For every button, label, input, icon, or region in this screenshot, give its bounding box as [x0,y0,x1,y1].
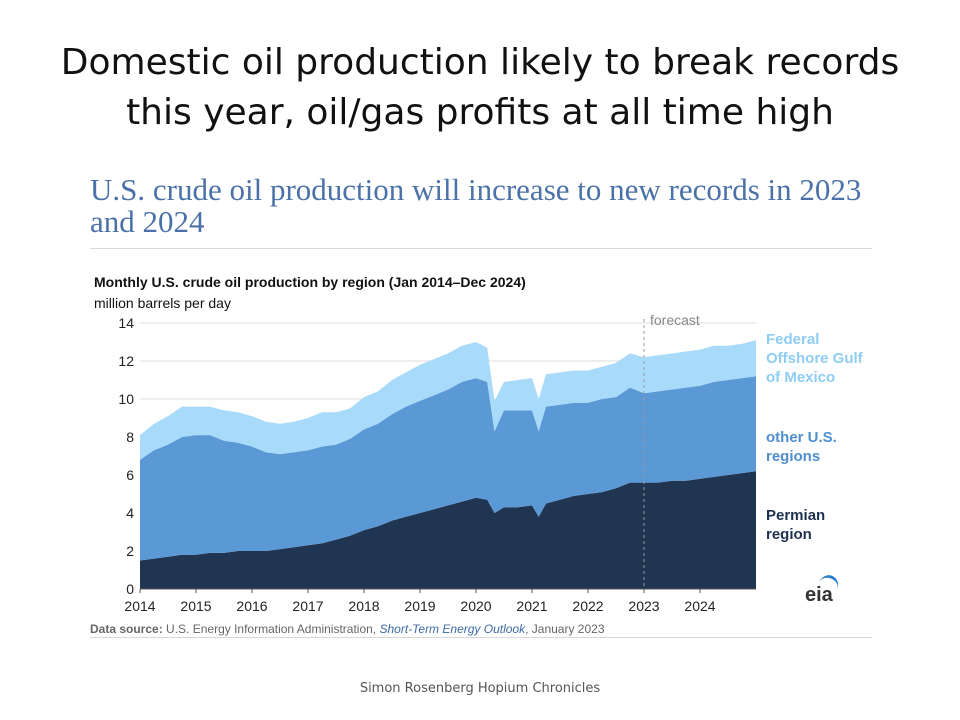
x-tick-label: 2022 [572,598,603,614]
source-report: Short-Term Energy Outlook [379,622,526,636]
y-tick-label: 4 [126,505,134,521]
x-tick-label: 2016 [236,598,267,614]
y-tick-label: 14 [118,315,134,331]
x-tick-label: 2015 [180,598,211,614]
forecast-label: forecast [650,312,700,328]
x-tick-label: 2024 [684,598,715,614]
chart-title: Monthly U.S. crude oil production by reg… [94,274,526,290]
data-source: Data source: U.S. Energy Information Adm… [90,622,605,636]
legend-other: other U.S. regions [766,429,837,465]
x-tick-label: 2023 [628,598,659,614]
divider-top [90,248,872,249]
source-date: , January 2023 [525,622,605,636]
source-agency: U.S. Energy Information Administration, [166,622,377,636]
legend-permian: Permian region [766,507,826,543]
legend-gulf: Federal Offshore Gulf of Mexico [766,331,863,386]
area-other-regions [140,376,756,561]
x-tick-label: 2014 [124,598,155,614]
eia-logo: eia [805,584,833,606]
area-gulf-of-mexico [140,340,756,460]
source-label: Data source: [90,622,163,636]
y-tick-label: 8 [126,429,134,445]
chart-plot: 0 2 4 6 8 10 12 14 2014 2015 2016 2017 2018 2019 2020 2… [118,312,756,614]
x-tick-label: 2020 [460,598,491,614]
y-tick-label: 12 [118,353,134,369]
x-tick-label: 2019 [404,598,435,614]
slide-title: Domestic oil production likely to break … [60,42,900,133]
y-tick-label: 2 [126,543,134,559]
y-tick-label: 10 [118,391,134,407]
figure-headline: U.S. crude oil production will increase … [90,172,862,239]
chart-y-unit: million barrels per day [94,295,231,311]
y-tick-label: 6 [126,467,134,483]
x-tick-label: 2018 [348,598,379,614]
y-tick-label: 0 [126,581,134,597]
x-tick-label: 2017 [292,598,323,614]
x-tick-label: 2021 [516,598,547,614]
slide-footer: Simon Rosenberg Hopium Chronicles [359,681,601,696]
area-permian [140,471,756,589]
divider-bottom [90,637,872,638]
